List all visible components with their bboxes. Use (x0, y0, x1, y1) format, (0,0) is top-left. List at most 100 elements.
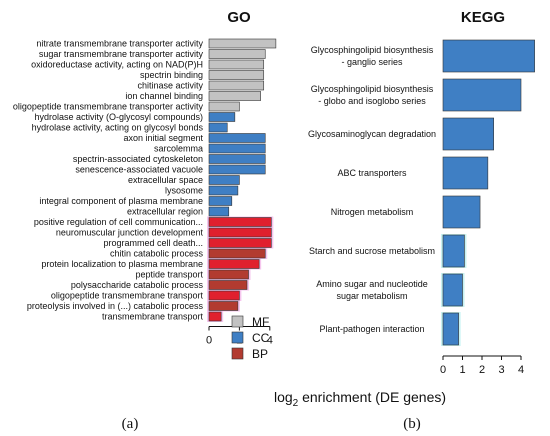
go-bar (208, 80, 265, 91)
go-bar (208, 70, 265, 80)
go-bar-label: protein localization to plasma membrane (41, 259, 203, 269)
go-bar (208, 49, 266, 59)
go-bar (208, 38, 277, 49)
go-bars: nitrate transmembrane transporter activi… (13, 38, 277, 322)
kegg-bar-label-line: Amino sugar and nucleotide (316, 279, 428, 289)
go-bar (208, 112, 236, 122)
kegg-bar-label-line: Starch and sucrose metabolism (309, 246, 435, 256)
kegg-bar-label-line: Plant-pathogen interaction (319, 324, 424, 334)
kegg-bar-label-line: sugar metabolism (336, 291, 407, 301)
go-bar (208, 122, 228, 133)
go-bar-label: polysaccharide catabolic process (71, 280, 204, 290)
go-bar-label: peptide transport (135, 270, 203, 280)
kegg-tick-label: 3 (498, 364, 504, 376)
go-bar (208, 185, 239, 196)
legend-swatch-bp (231, 347, 244, 360)
kegg-bar-label-line: Glycosaminoglycan degradation (308, 129, 436, 139)
go-bar-label: extracellular region (127, 207, 203, 217)
go-bar-label: hydrolase activity (O-glycosyl compounds… (34, 112, 203, 122)
x-axis-label-subscript: 2 (293, 398, 299, 409)
kegg-bar-label: Nitrogen metabolism (331, 207, 414, 217)
kegg-tick-label: 1 (459, 364, 465, 376)
go-bar-label: axon initial segment (123, 133, 203, 143)
go-bar-label: spectrin binding (140, 70, 203, 80)
go-bar (208, 133, 266, 143)
kegg-bar-label-line: - globo and isoglobo series (318, 96, 426, 106)
go-bar (208, 59, 265, 70)
kegg-bar-label-line: - ganglio series (341, 57, 403, 67)
go-bar-label: chitinase activity (137, 81, 203, 91)
go-bar-label: extracellular space (128, 175, 203, 185)
go-bar-label: oligopeptide transmembrane transport (51, 291, 204, 301)
go-bar-label: hydrolase activity, acting on glycosyl b… (32, 123, 204, 133)
kegg-bar-label: Glycosphingolipid biosynthesis - globo an… (311, 84, 434, 106)
kegg-bar (442, 117, 495, 151)
go-bar (208, 175, 240, 185)
kegg-bar-label: ABC transporters (337, 168, 407, 178)
kegg-bar (442, 195, 481, 229)
kegg-chart: KEGG Glycosphingolipid biosynthesis - gan… (308, 9, 535, 376)
kegg-title: KEGG (461, 9, 505, 26)
go-bar (208, 227, 272, 238)
go-bar (208, 91, 261, 101)
kegg-bar-label: Glycosaminoglycan degradation (308, 129, 436, 139)
kegg-bar-label-line: ABC transporters (337, 168, 407, 178)
kegg-tick-label: 2 (479, 364, 485, 376)
go-bar (208, 301, 239, 311)
go-title: GO (227, 9, 251, 26)
kegg-bar-label-line: Glycosphingolipid biosynthesis (311, 84, 434, 94)
legend-label-bp: BP (252, 347, 268, 361)
go-bar (208, 217, 272, 227)
kegg-bar (442, 312, 459, 346)
kegg-bar (442, 39, 535, 73)
go-bar-label: ion channel binding (125, 91, 203, 101)
go-bar-label: transmembrane transport (102, 312, 204, 322)
x-axis-label-rest: enrichment (DE genes) (298, 389, 446, 405)
kegg-bar (442, 78, 522, 112)
go-bar (208, 154, 266, 164)
kegg-bar (442, 273, 463, 307)
go-bar-label: spectrin-associated cytoskeleton (73, 154, 203, 164)
x-axis-label-log: log (274, 389, 293, 405)
go-bar (208, 311, 222, 322)
go-bar-label: oxidoreductase activity, acting on NAD(P… (31, 60, 203, 70)
go-bar (208, 101, 240, 112)
kegg-bar-label: Glycosphingolipid biosynthesis - ganglio … (311, 45, 434, 67)
go-bar (208, 280, 248, 290)
go-tick-label: 0 (206, 335, 212, 347)
go-bar (208, 238, 272, 248)
go-bar (208, 259, 260, 269)
kegg-bar (442, 234, 465, 268)
go-bar (208, 164, 266, 175)
kegg-bar-label: Plant-pathogen interaction (319, 324, 424, 334)
legend-label-mf: MF (252, 315, 269, 329)
legend-swatch-mf (231, 315, 244, 328)
go-bar-label: senescence-associated vacuole (75, 165, 203, 175)
go-bar (208, 206, 230, 217)
kegg-bar-label-line: Glycosphingolipid biosynthesis (311, 45, 434, 55)
go-bar (208, 290, 240, 301)
go-bar-label: sarcolemma (154, 144, 203, 154)
go-bar-label: chitin catabolic process (110, 249, 204, 259)
go-tick-label: 4 (267, 335, 273, 347)
x-axis-label: log2 enrichment (DE genes) (274, 389, 446, 409)
panel-label-a: (a) (122, 416, 139, 432)
legend-label-cc: CC (252, 331, 270, 345)
go-bar-label: nitrate transmembrane transporter activi… (36, 39, 203, 49)
go-legend: MF CC BP (231, 315, 270, 361)
go-bar-label: neuromuscular junction development (56, 228, 204, 238)
go-bar-label: oligopeptide transmembrane transporter a… (13, 102, 204, 112)
kegg-bar-label: Starch and sucrose metabolism (309, 246, 435, 256)
go-bar-label: programmed cell death... (103, 238, 203, 248)
go-bar (208, 248, 266, 259)
go-bar (208, 269, 249, 280)
kegg-tick-label: 4 (518, 364, 524, 376)
kegg-bar (442, 156, 489, 190)
kegg-bar-label: Amino sugar and nucleotide sugar metaboli… (316, 279, 428, 301)
go-bar-label: integral component of plasma membrane (39, 196, 203, 206)
kegg-x-axis: 0 1 2 3 4 (440, 355, 524, 376)
go-bar-label: proteolysis involved in (...) catabolic … (27, 301, 204, 311)
kegg-bar-label-line: Nitrogen metabolism (331, 207, 414, 217)
go-bar (208, 196, 233, 206)
kegg-tick-label: 0 (440, 364, 446, 376)
